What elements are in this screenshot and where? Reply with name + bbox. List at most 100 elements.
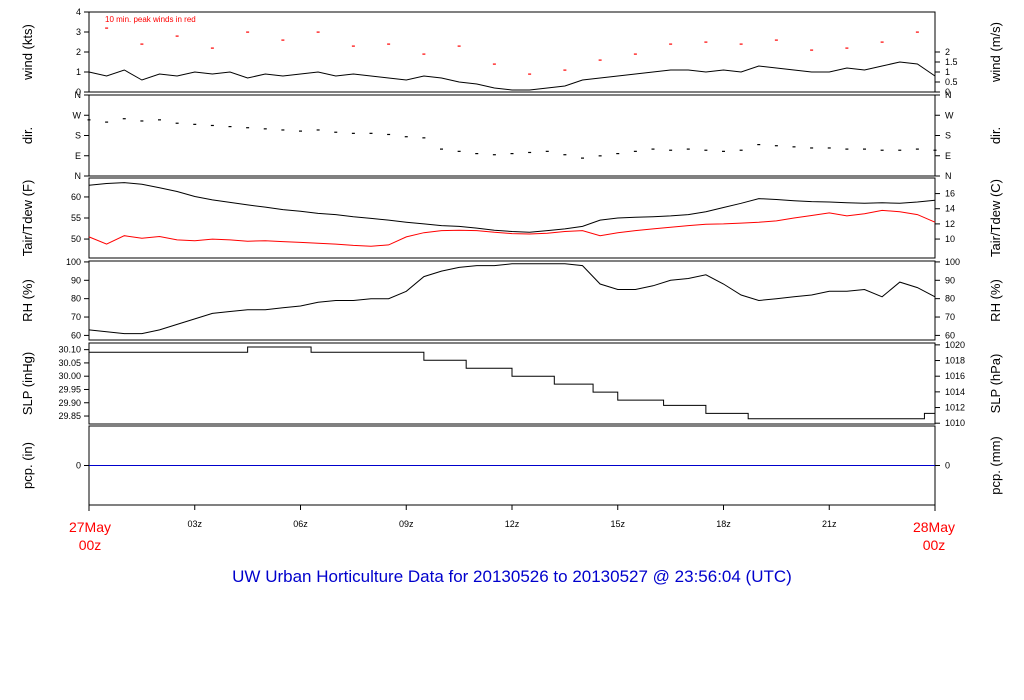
dir-point	[351, 132, 355, 134]
dir-left-tick-label: W	[73, 110, 82, 120]
rh-right-tick-label: 70	[945, 312, 955, 322]
dir-point	[827, 147, 831, 149]
dir-left-tick-label: E	[75, 151, 81, 161]
slp-line	[89, 346, 936, 422]
gust-point	[774, 39, 778, 41]
dir-point	[175, 122, 179, 124]
rh-right-tick-label: 80	[945, 294, 955, 304]
dir-point	[457, 150, 461, 152]
slp-left-tick-label: 30.10	[58, 345, 81, 355]
dir-point	[581, 157, 584, 159]
pcp-right-tick-label: 0	[945, 461, 950, 471]
gust-point	[246, 31, 250, 33]
temp-right-axis-label: Tair/Tdew (C)	[988, 179, 1003, 257]
wind-left-tick-label: 1	[76, 67, 81, 77]
wind-left-axis-label: wind (kts)	[20, 24, 35, 81]
x-tick-label: 09z	[399, 519, 414, 529]
dir-point	[510, 153, 514, 155]
dir-point	[440, 148, 443, 150]
dir-point	[246, 127, 250, 129]
slp-panel: 29.85 29.90 29.95 30.00 30.05 30.10 1010 1012 10…	[20, 340, 1003, 428]
dir-point	[263, 128, 267, 130]
rh-frame	[88, 260, 936, 341]
dir-point	[387, 133, 391, 136]
dir-point	[704, 149, 708, 151]
dir-left-tick-label: N	[75, 90, 82, 100]
dir-point	[228, 126, 232, 128]
dir-point	[334, 131, 338, 133]
dir-point	[739, 149, 743, 151]
temp-right-tick-label: 14	[945, 204, 955, 214]
dir-right-tick-label: W	[945, 110, 954, 120]
gust-point	[140, 43, 144, 45]
dir-point	[722, 150, 725, 152]
dir-point	[492, 154, 496, 156]
temp-right-tick-label: 12	[945, 219, 955, 229]
wind-right-tick-label: 1	[945, 67, 950, 77]
gust-point	[669, 43, 673, 45]
temp-right-tick-label: 16	[945, 189, 955, 199]
gust-point	[316, 31, 320, 33]
rh-line	[88, 263, 936, 335]
dir-right-tick-label: E	[945, 151, 951, 161]
dir-point	[316, 129, 320, 131]
dir-right-axis-label: dir.	[988, 127, 1003, 144]
dir-point	[880, 149, 884, 151]
x-tick-label: 15z	[610, 519, 625, 529]
dir-point	[863, 148, 866, 150]
pcp-left-axis-label: pcp. (in)	[20, 442, 35, 489]
temp-left-tick-label: 55	[71, 213, 81, 223]
dir-point	[528, 151, 532, 154]
temp-panel: 50 55 60 10 12 14 16 Tair/Tdew (F) Tair/Tdew (C)	[20, 177, 1003, 259]
gust-point	[845, 47, 849, 49]
gust-point	[351, 45, 355, 47]
x-tick-label: 18z	[716, 519, 731, 529]
gust-point	[563, 69, 567, 71]
tair-line	[88, 182, 936, 233]
rh-left-axis-label: RH (%)	[20, 279, 35, 322]
x-tick-label: 21z	[822, 519, 837, 529]
gust-point	[281, 39, 285, 41]
dir-point	[404, 136, 408, 138]
dir-right-tick-label: N	[945, 171, 952, 181]
slp-right-axis-label: SLP (hPa)	[988, 354, 1003, 414]
dir-point	[598, 155, 602, 157]
temp-left-tick-label: 50	[71, 234, 81, 244]
rh-left-tick-label: 70	[71, 312, 81, 322]
gust-point	[387, 43, 391, 45]
dir-point	[422, 137, 426, 139]
start-hour-label: 00z	[79, 537, 102, 553]
dir-left-axis-label: dir.	[20, 127, 35, 144]
dir-point	[933, 149, 937, 151]
rh-panel: 60 70 80 90 100 60 70 80 90 100 RH (%) RH (%)	[20, 257, 1003, 341]
slp-left-tick-label: 30.00	[58, 371, 81, 381]
dir-point	[122, 118, 126, 120]
dir-point	[810, 147, 814, 149]
start-date-label: 27May	[69, 519, 111, 535]
wind-right-tick-label: 0.5	[945, 77, 958, 87]
dir-right-tick-label: N	[945, 90, 952, 100]
slp-left-axis-label: SLP (inHg)	[20, 352, 35, 415]
wind-right-tick-label: 0	[945, 87, 950, 97]
slp-left-tick-label: 29.85	[58, 411, 81, 421]
temp-right-tick-label: 10	[945, 234, 955, 244]
wind-right-axis-label: wind (m/s)	[988, 22, 1003, 83]
wind-right-tick-label: 2	[945, 47, 950, 57]
gust-point	[915, 31, 919, 33]
dir-point	[475, 153, 479, 155]
rh-left-tick-label: 60	[71, 330, 81, 340]
slp-right-tick-label: 1018	[945, 356, 965, 366]
slp-right-tick-label: 1014	[945, 387, 965, 397]
gust-point	[457, 45, 461, 47]
x-tick-label: 12z	[505, 519, 520, 529]
gust-point	[175, 35, 179, 37]
rh-left-tick-label: 80	[71, 294, 81, 304]
wind-left-tick-label: 4	[76, 7, 81, 17]
temp-frame	[88, 177, 936, 259]
dir-point	[757, 144, 761, 146]
dir-point	[633, 150, 637, 152]
